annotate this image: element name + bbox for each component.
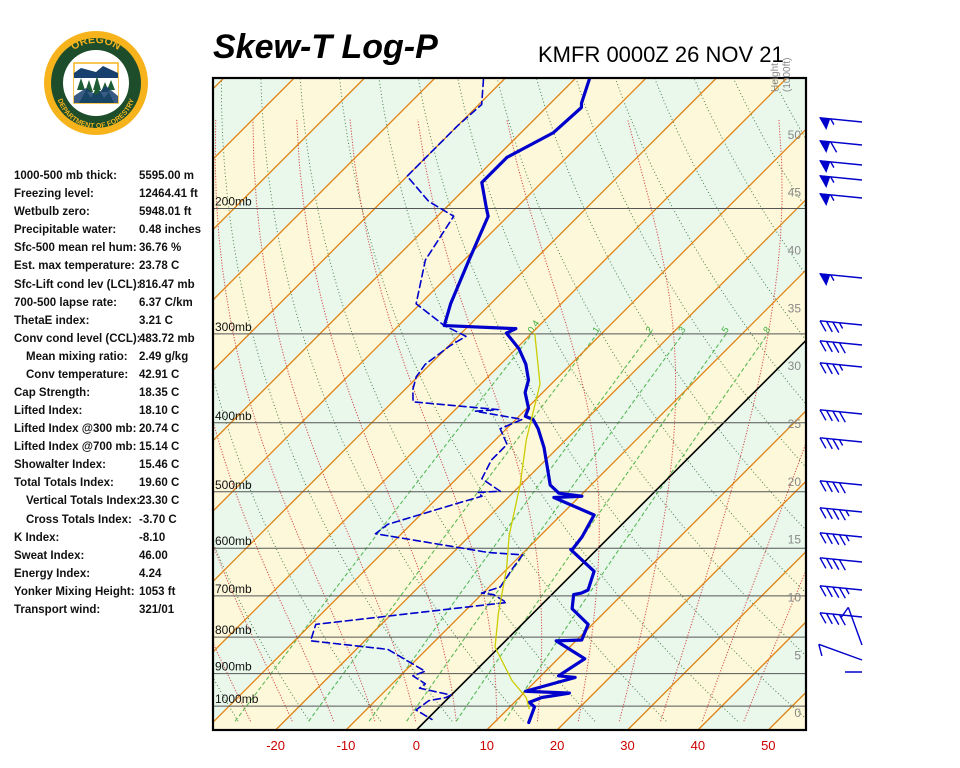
- svg-text:1000mb: 1000mb: [215, 692, 259, 706]
- svg-text:600mb: 600mb: [215, 534, 252, 548]
- svg-text:15: 15: [788, 533, 802, 547]
- svg-text:0: 0: [413, 738, 420, 753]
- svg-text:20: 20: [550, 738, 564, 753]
- svg-text:20: 20: [788, 475, 802, 489]
- svg-text:50: 50: [788, 128, 802, 142]
- svg-text:10: 10: [788, 591, 802, 605]
- svg-text:400mb: 400mb: [215, 409, 252, 423]
- svg-text:50: 50: [761, 738, 775, 753]
- svg-text:5: 5: [794, 648, 801, 662]
- svg-text:-10: -10: [337, 738, 356, 753]
- svg-text:40: 40: [788, 244, 802, 258]
- svg-text:Height: Height: [770, 63, 781, 92]
- svg-text:40: 40: [691, 738, 705, 753]
- svg-text:500mb: 500mb: [215, 478, 252, 492]
- svg-text:200mb: 200mb: [215, 194, 252, 208]
- svg-text:300mb: 300mb: [215, 320, 252, 334]
- svg-text:25: 25: [788, 417, 802, 431]
- svg-text:0: 0: [794, 706, 801, 720]
- svg-text:900mb: 900mb: [215, 660, 252, 674]
- svg-text:10: 10: [480, 738, 494, 753]
- svg-text:35: 35: [788, 301, 802, 315]
- svg-text:(1000ft): (1000ft): [782, 58, 793, 92]
- svg-text:30: 30: [620, 738, 634, 753]
- svg-text:45: 45: [788, 186, 802, 200]
- svg-text:800mb: 800mb: [215, 623, 252, 637]
- svg-text:700mb: 700mb: [215, 582, 252, 596]
- svg-text:-20: -20: [266, 738, 285, 753]
- svg-text:30: 30: [788, 359, 802, 373]
